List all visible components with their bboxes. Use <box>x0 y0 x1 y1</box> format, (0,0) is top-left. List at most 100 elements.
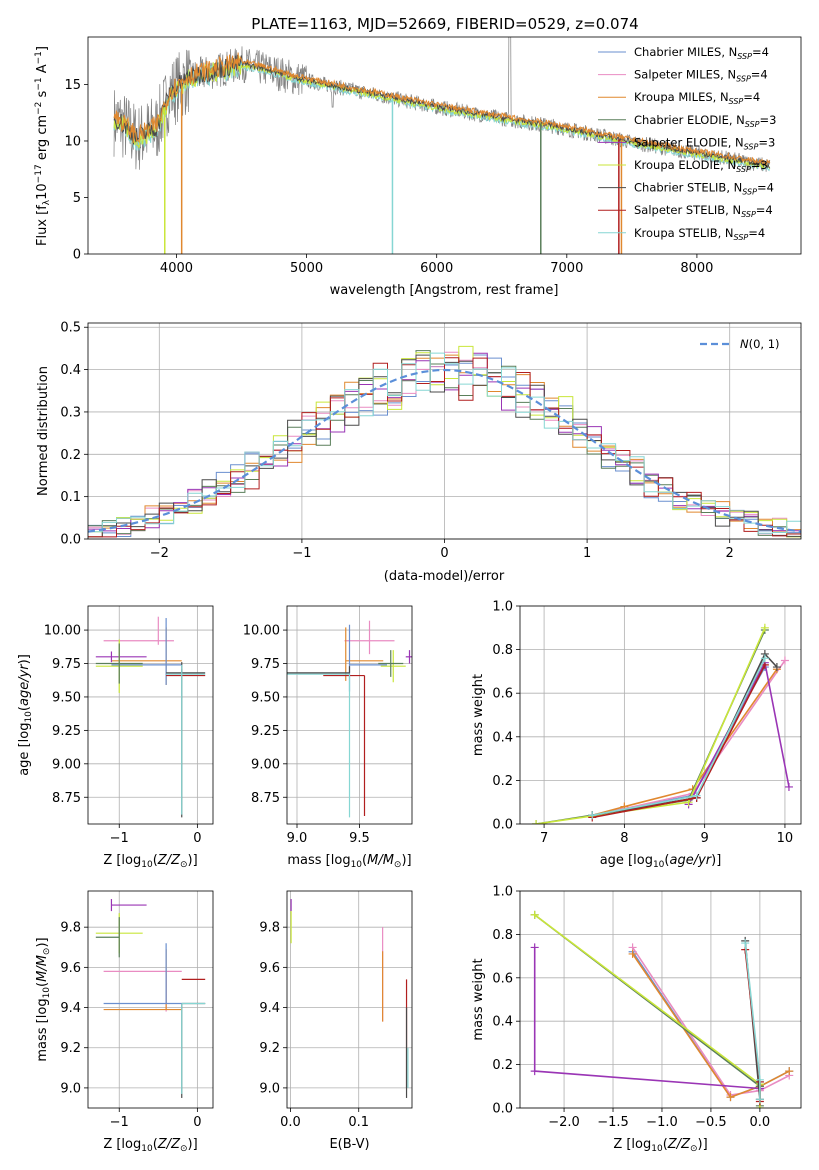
legend-label-name: Salpeter MILES, N <box>634 68 736 82</box>
weight-vs-age-point-marker <box>780 656 789 665</box>
weight-vs-age-point-marker <box>588 811 597 820</box>
spectrum-ylabel-part: 10 <box>35 183 50 200</box>
age-vs-Z-ytick-label: 10.00 <box>44 624 81 639</box>
age-vs-Z-ytick-label: 9.00 <box>52 757 81 772</box>
residuals-ytick-label: 0.5 <box>60 321 81 336</box>
weight-vs-age-point-marker <box>692 791 701 800</box>
weight-vs-Z-xlabel-part: 10 <box>651 1144 663 1154</box>
legend-label-name: Chabrier STELIB, N <box>634 181 742 195</box>
legend-label-sub: SSP <box>737 52 752 61</box>
residuals-xtick-label: 1 <box>583 546 591 561</box>
weight-vs-Z-xtick-label: 0.0 <box>750 1115 771 1130</box>
residuals-xtick-label: 0 <box>440 546 448 561</box>
age-vs-mass-xlabel-part: mass [log <box>287 853 350 868</box>
weight-vs-Z-xlabel-part: Z/Z <box>667 1137 691 1152</box>
mass-vs-ebv-ytick-label: 9.4 <box>259 1001 280 1016</box>
legend-label-value: =4 <box>743 90 760 104</box>
weight-vs-age-plot-area <box>532 623 793 824</box>
residuals-ytick-label: 0.3 <box>60 405 81 420</box>
age-vs-mass-xlabel-part: M/M <box>367 853 394 868</box>
spectrum-ylabel: Flux [fλ10−17 erg cm−2 s−1 A−1] <box>34 46 52 246</box>
mass-vs-Z-xtick-label: 0 <box>193 1115 201 1130</box>
mass-vs-Z-xtick-label: −1 <box>110 1115 129 1130</box>
weight-vs-age-ytick-label: 0.2 <box>492 774 513 789</box>
legend-label: Salpeter MILES, NSSP=4 <box>634 68 768 84</box>
legend-label-name: Kroupa MILES, N <box>634 90 729 104</box>
spectrum-ylabel-part: −17 <box>34 164 44 183</box>
spectrum-ylabel-part: erg cm <box>35 115 50 164</box>
weight-vs-age-ytick-label: 1.0 <box>492 600 513 615</box>
age-vs-Z-ytick-label: 8.75 <box>52 791 81 806</box>
weight-vs-Z-xlabel: Z [log10(Z/Z⊙)] <box>613 1137 707 1154</box>
age-vs-Z-ylabel: age [log10(age/yr)] <box>17 654 34 776</box>
age-vs-mass-xlabel-part: )] <box>401 853 411 868</box>
spectrum-xtick-label: 7000 <box>550 261 583 276</box>
weight-vs-age-ytick-label: 0.6 <box>492 687 513 702</box>
age-vs-mass-frame <box>286 605 413 825</box>
residuals-ytick-label: 0.2 <box>60 448 81 463</box>
mass-vs-Z-xlabel-part: ( <box>153 1137 158 1152</box>
spectrum-ytick-label: 5 <box>73 191 81 206</box>
weight-vs-age-point-marker <box>760 623 769 632</box>
weight-vs-age-xlabel-part: ( <box>664 853 669 868</box>
age-vs-mass-ytick-label: 9.75 <box>251 657 280 672</box>
weight-vs-age-xlabel-part: )] <box>711 853 721 868</box>
spectrum-ylabel-part: s <box>35 90 50 101</box>
age-vs-mass-xlabel: mass [log10(M/M⊙)] <box>287 853 411 870</box>
mass-vs-Z-ytick-label: 9.4 <box>60 1001 81 1016</box>
weight-vs-Z-frame <box>519 890 802 1109</box>
age-vs-mass-ytick-label: 10.00 <box>243 624 280 639</box>
weight-vs-Z-point-marker <box>755 1075 764 1084</box>
legend-label-name: Salpeter ELODIE, N <box>634 135 744 149</box>
mass-vs-Z-ylabel-part: mass [log <box>35 998 50 1061</box>
mass-vs-Z-ylabel-part: )] <box>35 937 50 947</box>
age-vs-Z-xlabel-part: Z [log <box>103 853 141 868</box>
age-vs-Z-plot-area <box>95 616 206 818</box>
legend-label: Salpeter STELIB, NSSP=4 <box>634 203 773 219</box>
age-vs-Z-xlabel-part: )] <box>188 853 198 868</box>
weight-vs-age-xlabel: age [log10(age/yr)] <box>600 853 722 870</box>
residual-normal-curve <box>88 368 801 533</box>
residuals-xtick-label: −2 <box>150 546 169 561</box>
weight-vs-Z-xtick-label: −0.5 <box>695 1115 727 1130</box>
weight-vs-age-ytick-label: 0.8 <box>492 643 513 658</box>
mass-vs-ebv-xlabel-part: E(B-V) <box>329 1137 369 1152</box>
spectrum-ytick-label: 15 <box>64 78 81 93</box>
weight-vs-Z-ytick-label: 0.8 <box>492 928 513 943</box>
age-vs-mass-xtick-label: 9.5 <box>349 831 370 846</box>
residuals-ytick-label: 0.0 <box>60 533 81 548</box>
weight-vs-Z-xlabel-part: Z [log <box>613 1137 651 1152</box>
age-vs-Z-ylabel-part: 10 <box>24 711 34 723</box>
residual-legend-symbol: N <box>740 337 749 351</box>
age-vs-Z-ylabel-part: age [log <box>17 723 32 776</box>
weight-vs-age-ylabel: mass weight <box>471 674 486 756</box>
residuals-frame <box>87 322 802 540</box>
mass-vs-Z-xlabel-part: Z [log <box>103 1137 141 1152</box>
mass-vs-Z-xlabel-part: )] <box>188 1137 198 1152</box>
mass-vs-Z-ytick-label: 9.8 <box>60 921 81 936</box>
spectrum-model-line <box>113 55 771 170</box>
weight-vs-Z-xlabel-part: ⊙ <box>690 1144 698 1154</box>
age-vs-Z-ytick-label: 9.75 <box>52 657 81 672</box>
mass-vs-ebv-ytick-label: 9.6 <box>259 961 280 976</box>
legend-label-sub: SSP <box>742 188 757 197</box>
weight-vs-Z-point-marker <box>530 943 539 952</box>
mass-vs-ebv-ytick-label: 9.0 <box>259 1081 280 1096</box>
mass-vs-Z-ytick-label: 9.6 <box>60 961 81 976</box>
weight-vs-Z-ytick-label: 0.4 <box>492 1015 513 1030</box>
weight-vs-Z-ytick-label: 1.0 <box>492 885 513 900</box>
legend-label-value: =4 <box>756 203 773 217</box>
mass-vs-Z-xlabel-part: ⊙ <box>180 1144 188 1154</box>
age-vs-mass-xtick-label: 9.0 <box>287 831 308 846</box>
residual-legend-label: N(0, 1) <box>740 337 780 351</box>
weight-vs-Z-point-marker <box>530 910 539 919</box>
age-vs-Z-xtick-label: −1 <box>110 831 129 846</box>
mass-vs-Z-ytick-label: 9.0 <box>60 1081 81 1096</box>
weight-vs-Z-point-marker <box>741 939 750 948</box>
legend-label-sub: SSP <box>745 120 760 129</box>
age-vs-Z-ylabel-part: age/yr <box>17 663 32 706</box>
age-vs-mass-xlabel-part: ( <box>362 853 367 868</box>
age-vs-mass-xlabel-part: 10 <box>351 860 363 870</box>
